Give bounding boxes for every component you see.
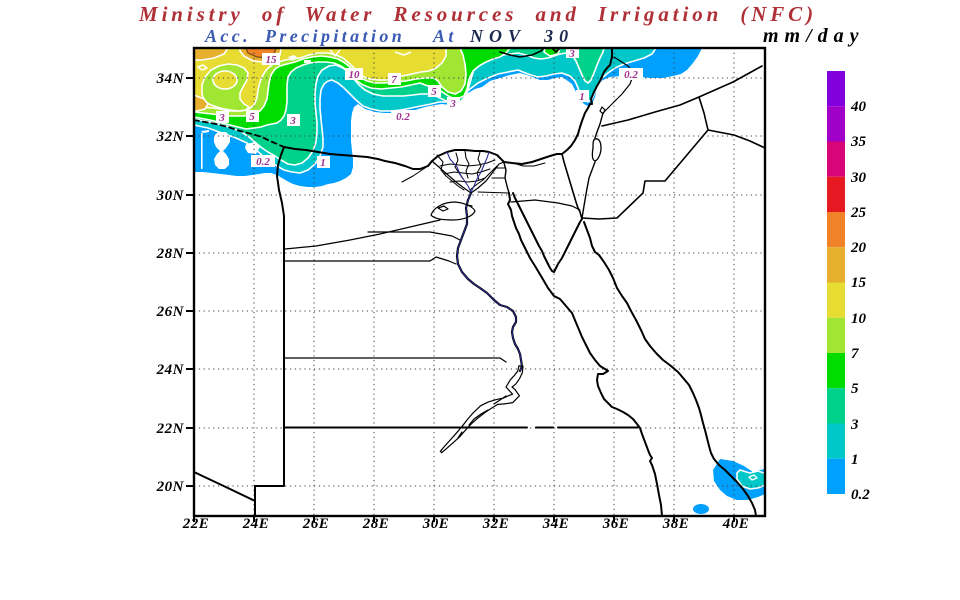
svg-text:0.2: 0.2 (256, 156, 270, 168)
svg-text:3: 3 (218, 112, 225, 124)
svg-text:15: 15 (851, 275, 867, 291)
svg-text:0.2: 0.2 (624, 69, 638, 81)
svg-text:24E: 24E (242, 516, 270, 532)
svg-text:15: 15 (266, 54, 278, 66)
svg-text:36E: 36E (602, 516, 630, 532)
svg-text:30E: 30E (422, 516, 450, 532)
svg-text:10: 10 (349, 69, 361, 81)
svg-text:40E: 40E (722, 516, 750, 532)
svg-text:0.2: 0.2 (851, 487, 870, 503)
svg-text:0.2: 0.2 (396, 111, 410, 123)
svg-text:3: 3 (850, 417, 859, 433)
svg-text:7: 7 (851, 346, 859, 362)
svg-text:22E: 22E (182, 516, 210, 532)
svg-text:20N: 20N (156, 479, 185, 495)
svg-text:35: 35 (850, 134, 867, 150)
svg-text:1: 1 (851, 452, 859, 468)
svg-text:mm/day: mm/day (763, 25, 865, 47)
svg-text:3: 3 (449, 98, 456, 110)
svg-text:38E: 38E (662, 516, 690, 532)
svg-text:30N: 30N (156, 188, 185, 204)
svg-text:1: 1 (579, 91, 585, 103)
svg-text:20: 20 (850, 240, 867, 256)
svg-text:10: 10 (851, 311, 867, 327)
svg-text:24N: 24N (156, 362, 185, 378)
svg-text:30: 30 (850, 170, 867, 186)
svg-text:26N: 26N (156, 304, 185, 320)
svg-text:5: 5 (249, 111, 255, 123)
svg-text:3: 3 (568, 48, 575, 60)
svg-text:1: 1 (320, 157, 326, 169)
svg-text:5: 5 (851, 381, 859, 397)
svg-text:34E: 34E (542, 516, 570, 532)
svg-text:34N: 34N (156, 71, 185, 87)
svg-text:Acc. Precipitation: Acc. Precipitation (204, 26, 405, 46)
svg-text:22N: 22N (156, 421, 185, 437)
svg-text:40: 40 (850, 99, 867, 115)
svg-text:3: 3 (289, 115, 296, 127)
svg-text:Ministry of Water Resources an: Ministry of Water Resources and Irrigati… (138, 2, 817, 26)
svg-text:NOV 30: NOV 30 (469, 26, 574, 46)
svg-text:28N: 28N (156, 246, 185, 262)
svg-text:25: 25 (850, 205, 867, 221)
svg-text:32E: 32E (482, 516, 510, 532)
svg-text:At: At (432, 26, 457, 46)
svg-text:7: 7 (391, 74, 397, 86)
svg-text:26E: 26E (302, 516, 330, 532)
svg-text:5: 5 (431, 86, 437, 98)
svg-text:28E: 28E (362, 516, 390, 532)
svg-text:32N: 32N (156, 129, 185, 145)
